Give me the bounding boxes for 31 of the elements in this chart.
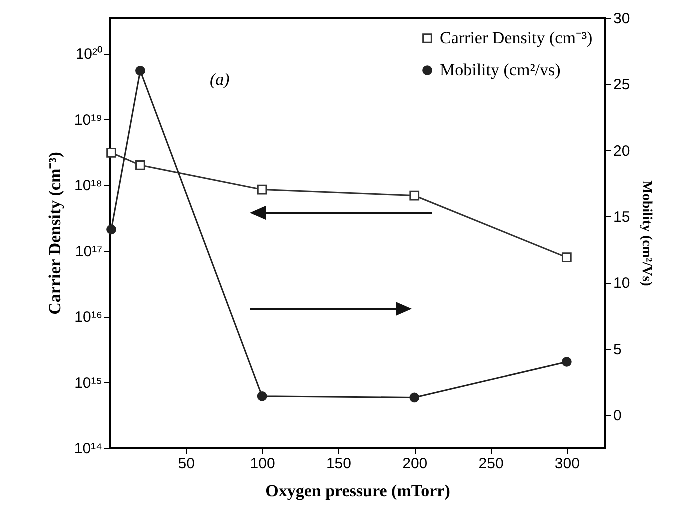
x-tick-label: 300 (554, 456, 580, 472)
y-tick-label: 10¹⁴ (74, 440, 102, 458)
y2-tick-label: 25 (614, 76, 630, 94)
legend-label: Carrier Density (cm⁻³) (440, 28, 593, 48)
point (410, 190, 420, 201)
legend-label: Mobility (cm²/vs) (440, 60, 561, 80)
point (257, 184, 268, 195)
y2-tick-label: 10 (614, 275, 630, 292)
y2-tick-label: 0 (614, 407, 622, 424)
x-tick-label: 150 (326, 456, 352, 472)
y2-tick-label: 15 (614, 208, 630, 226)
y-tick-label: 10¹⁹ (74, 112, 102, 129)
point (136, 160, 146, 170)
y2-axis-title: Mobility (cm²/Vs) (639, 180, 654, 287)
point (106, 148, 116, 158)
y-tick-label: 10¹⁷ (75, 243, 102, 260)
annotation: (a) (210, 70, 230, 89)
x-tick-label: 50 (178, 456, 195, 472)
x-axis-title: Oxygen pressure (mTorr) (266, 482, 450, 500)
x-tick-label: 250 (478, 456, 504, 472)
x-tick-label: 100 (250, 456, 276, 472)
x-tick-label: 200 (402, 456, 428, 472)
y-tick-label: 10¹⁸ (74, 178, 102, 195)
y2-tick-label: 20 (614, 142, 630, 160)
y-tick-label: 10¹⁵ (74, 374, 102, 392)
y-axis-title: Carrier Density (cm⁻³) (45, 152, 64, 315)
y2-tick-label: 30 (614, 10, 630, 28)
y-tick-label: 10²⁰ (76, 46, 102, 64)
y2-tick-label: 5 (614, 341, 622, 358)
point (562, 252, 572, 263)
y-tick-label: 10¹⁶ (74, 309, 102, 326)
